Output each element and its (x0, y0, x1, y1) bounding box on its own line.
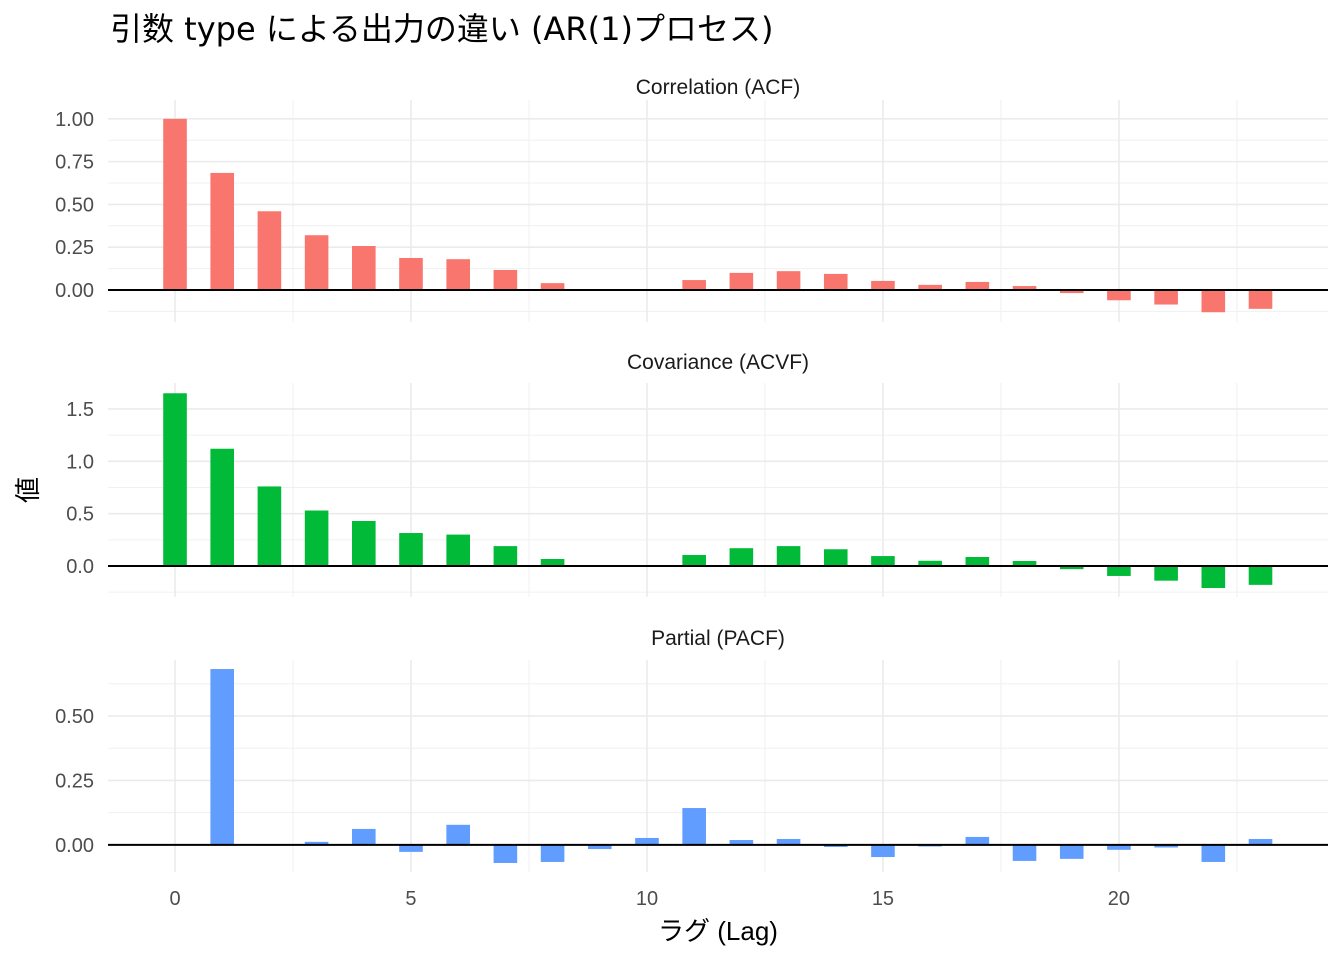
bar-lag-0 (163, 118, 187, 290)
bar-lag-22 (1201, 844, 1226, 862)
panel-strip-label: Covariance (ACVF) (627, 351, 809, 374)
bar-lag-22 (1201, 566, 1226, 588)
bar-lag-12 (729, 840, 754, 845)
bar-lag-21 (1154, 566, 1178, 581)
bar-lag-4 (352, 828, 376, 845)
y-tick-label: 0.50 (55, 706, 94, 728)
bar-lag-11 (682, 280, 706, 290)
bar-lag-14 (823, 844, 848, 847)
bar-lag-7 (493, 844, 518, 863)
bar-lag-4 (352, 246, 376, 290)
bar-lag-21 (1154, 289, 1178, 305)
y-tick-label: 0.00 (55, 835, 94, 857)
x-tick-label: 15 (872, 888, 894, 910)
bar-lag-1 (210, 448, 235, 567)
x-tick-label: 20 (1108, 888, 1130, 910)
y-tick-label: 1.5 (66, 399, 94, 421)
bar-lag-23 (1248, 566, 1273, 585)
bar-lag-9 (587, 844, 612, 850)
x-tick-label: 5 (405, 888, 416, 910)
bar-lag-15 (871, 556, 895, 567)
panel-0: 0.00 0.25 0.50 0.75 1.00 Correlation (ACF) (55, 76, 1328, 322)
bar-lag-7 (493, 269, 518, 290)
bar-lag-19 (1059, 289, 1084, 294)
bar-lag-5 (399, 844, 423, 852)
y-tick-label: 0.75 (55, 152, 94, 174)
bar-lag-0 (163, 393, 187, 567)
bar-lag-7 (493, 546, 518, 567)
bar-lag-23 (1248, 838, 1273, 845)
y-tick-label: 0.25 (55, 770, 94, 792)
bar-lag-11 (682, 555, 706, 567)
bar-lag-13 (776, 271, 801, 290)
bar-lag-22 (1201, 289, 1226, 313)
bar-lag-17 (965, 557, 990, 567)
bar-lag-12 (729, 548, 754, 567)
x-axis-title: ラグ (Lag) (658, 916, 778, 946)
y-tick-label: 0.50 (55, 194, 94, 216)
x-tick-label: 10 (636, 888, 658, 910)
bar-lag-20 (1107, 566, 1131, 576)
bar-lag-1 (210, 172, 235, 290)
chart-title: 引数 type による出力の違い (AR(1)プロセス) (110, 10, 773, 48)
bar-lag-13 (776, 838, 801, 845)
y-tick-label: 1.0 (66, 451, 94, 473)
bar-lag-6 (446, 259, 470, 290)
bar-lag-5 (399, 533, 423, 567)
bar-lag-12 (729, 272, 754, 290)
bar-lag-5 (399, 257, 423, 290)
bar-lag-20 (1107, 844, 1131, 850)
bar-lag-8 (540, 283, 565, 290)
y-tick-label: 0.25 (55, 237, 94, 259)
y-tick-label: 0.0 (66, 556, 94, 578)
bar-lag-8 (540, 844, 565, 862)
bar-lag-21 (1154, 844, 1178, 848)
bar-lag-6 (446, 824, 470, 845)
bar-lag-20 (1107, 289, 1131, 301)
bar-lag-1 (210, 669, 235, 845)
bar-lag-17 (965, 281, 990, 290)
bar-lag-14 (823, 549, 848, 567)
bar-lag-3 (304, 841, 329, 845)
bar-lag-14 (823, 273, 848, 290)
bar-lag-16 (918, 560, 942, 567)
y-axis-title: 値 (13, 477, 43, 503)
panel-2: 0.00 0.25 0.50 Partial (PACF) (55, 627, 1328, 872)
bar-lag-23 (1248, 289, 1273, 309)
y-tick-label: 1.00 (55, 109, 94, 131)
bar-lag-3 (304, 510, 329, 567)
bar-lag-17 (965, 836, 990, 845)
bar-lag-2 (257, 486, 282, 567)
bar-lag-11 (682, 808, 706, 845)
bar-lag-2 (257, 211, 282, 290)
bar-lag-6 (446, 534, 470, 567)
bar-lag-18 (1012, 844, 1037, 861)
bar-lag-4 (352, 520, 376, 567)
bar-lag-8 (540, 558, 565, 567)
bar-lag-18 (1012, 560, 1037, 567)
panel-strip-label: Partial (PACF) (651, 627, 785, 650)
bar-lag-13 (776, 546, 801, 567)
bar-lag-19 (1059, 566, 1084, 570)
x-tick-label: 0 (169, 888, 180, 910)
panel-1: 0.0 0.5 1.0 1.5 Covariance (ACVF) (66, 351, 1328, 597)
y-tick-label: 0.5 (66, 504, 94, 526)
bar-lag-3 (304, 235, 329, 290)
bar-lag-16 (918, 284, 942, 290)
bar-lag-15 (871, 280, 895, 290)
bar-lag-10 (635, 837, 659, 845)
panel-strip-label: Correlation (ACF) (636, 76, 801, 99)
bar-lag-15 (871, 844, 895, 858)
bar-lag-18 (1012, 286, 1037, 290)
y-tick-label: 0.00 (55, 280, 94, 302)
bar-lag-19 (1059, 844, 1084, 859)
